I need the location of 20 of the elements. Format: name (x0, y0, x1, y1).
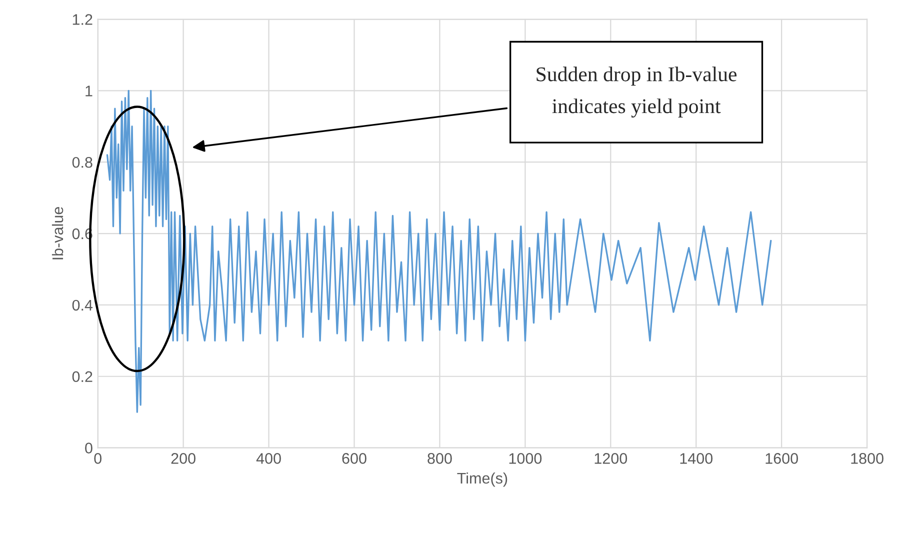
x-tick-label: 800 (428, 453, 452, 464)
y-tick-label: 0.8 (72, 156, 92, 168)
y-tick-label: 0.4 (72, 300, 93, 311)
x-tick-label: 200 (171, 453, 196, 464)
x-tick-label: 1000 (509, 453, 542, 464)
y-axis-title: Ib-value (52, 207, 64, 260)
annotation: Sudden drop in Ib-value indicates yield point (536, 66, 737, 118)
y-tick-label: 1.2 (72, 14, 92, 25)
y-tick-label: 0 (85, 442, 92, 454)
x-tick-label: 1600 (766, 453, 798, 464)
x-tick-label: 1200 (594, 453, 628, 464)
line-series (106, 90, 772, 413)
x-tick-label: 400 (256, 453, 281, 464)
x-axis-title: Time(s) (457, 472, 508, 487)
x-tick-label: 600 (342, 453, 366, 464)
y-tick-label: 0.2 (72, 371, 92, 382)
y-tick-label: 1 (86, 86, 92, 96)
x-tick-label: 0 (94, 453, 102, 464)
x-tick-label: 1400 (680, 453, 713, 464)
x-tick-label: 1800 (851, 453, 884, 464)
